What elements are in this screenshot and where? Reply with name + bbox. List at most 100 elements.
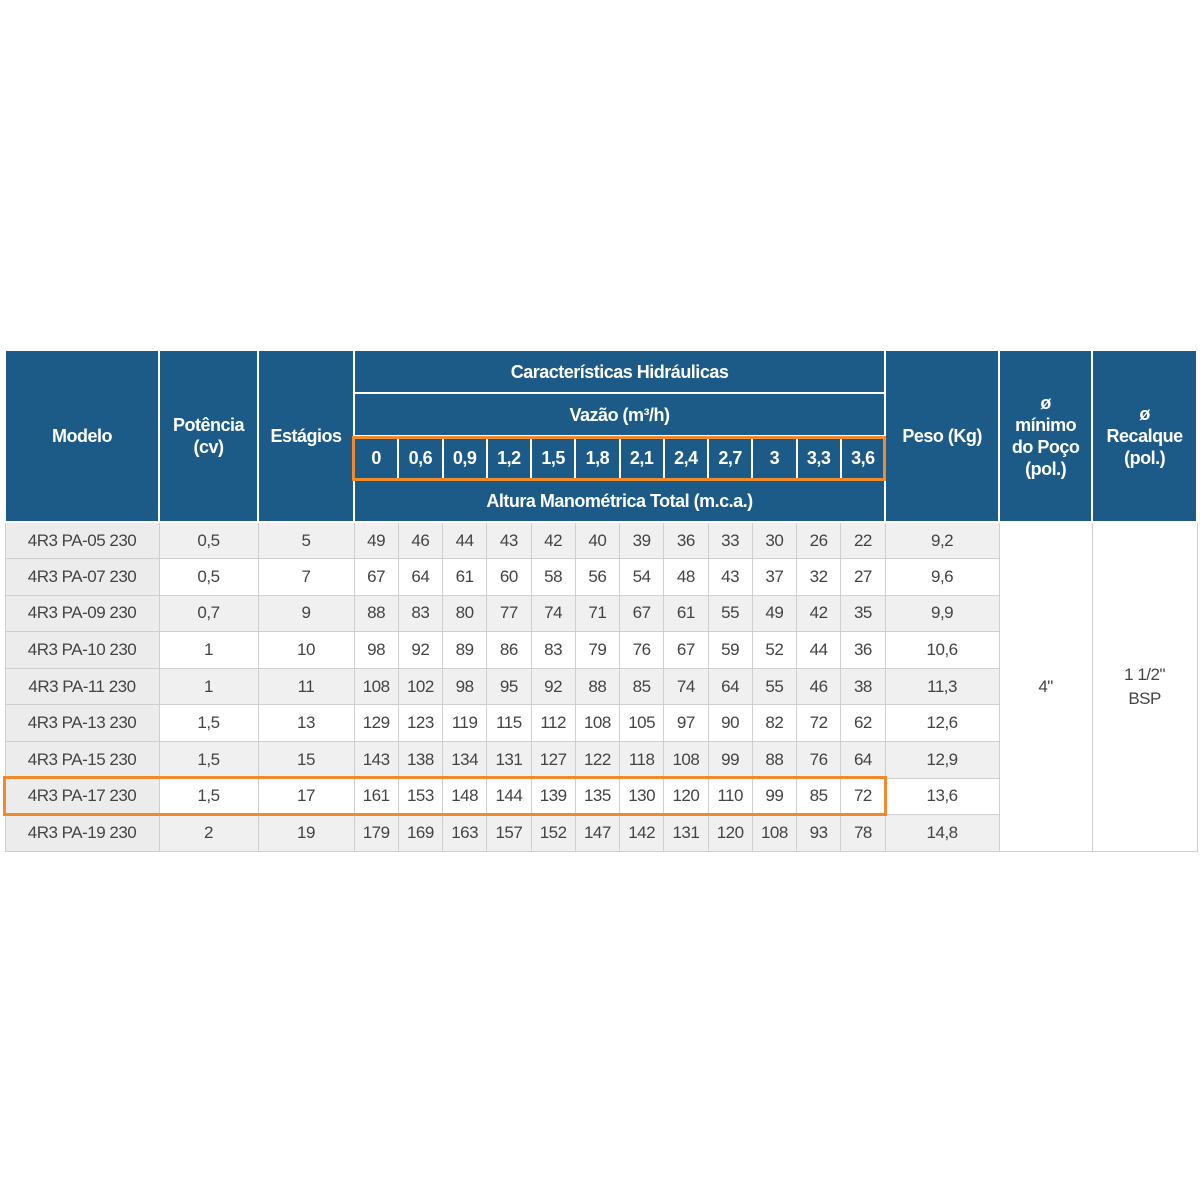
model-cell: 4R3 PA-15 230 bbox=[4, 741, 160, 779]
head-cell: 120 bbox=[663, 777, 709, 816]
head-cell: 157 bbox=[486, 814, 532, 852]
head-cell: 64 bbox=[397, 558, 444, 596]
weight-cell: 12,9 bbox=[884, 741, 1000, 779]
head-cell: 142 bbox=[618, 814, 665, 852]
head-cell: 78 bbox=[840, 814, 886, 852]
head-cell: 92 bbox=[397, 631, 444, 669]
head-cell: 82 bbox=[751, 704, 798, 743]
model-cell: 4R3 PA-10 230 bbox=[4, 631, 160, 669]
head-cell: 44 bbox=[795, 631, 842, 669]
head-cell: 74 bbox=[663, 667, 709, 706]
head-cell: 71 bbox=[574, 594, 621, 633]
head-cell: 130 bbox=[618, 777, 665, 816]
stages-cell: 15 bbox=[257, 741, 355, 779]
header-line: (pol.) bbox=[1025, 459, 1067, 479]
head-cell: 74 bbox=[530, 594, 576, 633]
weight-cell: 9,2 bbox=[884, 521, 1000, 560]
head-cell: 144 bbox=[486, 777, 532, 816]
flow-value: 0 bbox=[352, 435, 400, 480]
stages-cell: 10 bbox=[257, 631, 355, 669]
header-line: (pol.) bbox=[1124, 448, 1166, 468]
head-cell: 80 bbox=[441, 594, 488, 633]
head-cell: 72 bbox=[840, 777, 886, 816]
head-cell: 131 bbox=[486, 741, 532, 779]
power-cell: 0,5 bbox=[158, 558, 259, 596]
flow-value: 2,4 bbox=[662, 435, 710, 480]
head-cell: 98 bbox=[353, 631, 399, 669]
head-cell: 37 bbox=[751, 558, 798, 596]
head-cell: 179 bbox=[353, 814, 399, 852]
header-line: Recalque bbox=[1106, 426, 1184, 446]
outlet-cell: 1 1/2" BSP bbox=[1091, 521, 1198, 852]
head-cell: 22 bbox=[840, 521, 886, 560]
head-cell: 76 bbox=[795, 741, 842, 779]
stages-cell: 19 bbox=[257, 814, 355, 852]
head-cell: 134 bbox=[441, 741, 488, 779]
head-cell: 55 bbox=[707, 594, 753, 633]
power-cell: 1,5 bbox=[158, 777, 259, 816]
head-cell: 99 bbox=[751, 777, 798, 816]
head-cell: 99 bbox=[707, 741, 753, 779]
weight-cell: 12,6 bbox=[884, 704, 1000, 743]
table-header: Modelo Potência (cv) Estágios Característica… bbox=[4, 349, 1199, 523]
spec-table: Modelo Potência (cv) Estágios Característica… bbox=[4, 349, 1199, 852]
data-row: 4R3 PA-11 230 1 11 108 102 98 95 92 88 85 74 64 55 46… bbox=[4, 667, 1197, 706]
weight-cell: 9,9 bbox=[884, 594, 1000, 633]
head-cell: 86 bbox=[486, 631, 532, 669]
head-cell: 131 bbox=[663, 814, 709, 852]
head-cell: 105 bbox=[618, 704, 665, 743]
head-cell: 83 bbox=[397, 594, 444, 633]
head-cell: 112 bbox=[530, 704, 576, 743]
power-cell: 1 bbox=[158, 631, 259, 669]
head-cell: 147 bbox=[574, 814, 621, 852]
head-cell: 118 bbox=[618, 741, 665, 779]
table-body: 4R3 PA-05 230 0,5 5 49 46 44 43 42 40 39 36 33 30 26 2… bbox=[4, 521, 1198, 852]
head-cell: 43 bbox=[486, 521, 532, 560]
header-row: Vazão (m³/h) bbox=[5, 392, 1197, 437]
weight-cell: 11,3 bbox=[884, 667, 1000, 706]
head-cell: 153 bbox=[397, 777, 444, 816]
head-cell: 61 bbox=[663, 594, 709, 633]
head-cell: 49 bbox=[353, 521, 399, 560]
head-cell: 108 bbox=[663, 741, 709, 779]
data-row: 4R3 PA-15 230 1,5 15 143 138 134 131 127 122 118 1… bbox=[4, 741, 1197, 779]
stages-cell: 7 bbox=[257, 558, 355, 596]
head-cell: 40 bbox=[574, 521, 621, 560]
head-cell: 61 bbox=[441, 558, 488, 596]
flow-value: 2,7 bbox=[706, 435, 754, 480]
head-cell: 77 bbox=[486, 594, 532, 633]
head-cell: 52 bbox=[751, 631, 798, 669]
head-cell: 85 bbox=[795, 777, 842, 816]
header-cell: ø mínimo do Poço (pol.) bbox=[998, 349, 1094, 523]
header-row: Altura Manométrica Total (m.c.a.) bbox=[5, 478, 1197, 523]
power-cell: 0,5 bbox=[158, 521, 259, 560]
flow-value: 1,5 bbox=[529, 435, 577, 480]
header-cell: ø Recalque (pol.) bbox=[1091, 349, 1199, 523]
head-cell: 152 bbox=[530, 814, 576, 852]
outlet-line: BSP bbox=[1128, 688, 1161, 708]
data-row: 4R3 PA-13 230 1,5 13 129 123 119 115 112 108 105 9… bbox=[4, 704, 1197, 743]
head-cell: 129 bbox=[353, 704, 399, 743]
head-cell: 43 bbox=[707, 558, 753, 596]
head-cell: 64 bbox=[707, 667, 753, 706]
head-cell: 110 bbox=[707, 777, 753, 816]
data-row: 4R3 PA-17 230 1,5 17 161 153 148 144 139 135 130 1… bbox=[4, 777, 1197, 816]
head-cell: 49 bbox=[751, 594, 798, 633]
header-cell: Características Hidráulicas bbox=[352, 349, 887, 394]
power-cell: 2 bbox=[158, 814, 259, 852]
head-cell: 108 bbox=[574, 704, 621, 743]
head-cell: 36 bbox=[840, 631, 886, 669]
head-cell: 88 bbox=[751, 741, 798, 779]
header-cell: Vazão (m³/h) bbox=[352, 392, 887, 437]
head-cell: 95 bbox=[486, 667, 532, 706]
head-cell: 48 bbox=[663, 558, 709, 596]
head-cell: 97 bbox=[663, 704, 709, 743]
head-cell: 98 bbox=[441, 667, 488, 706]
head-cell: 93 bbox=[795, 814, 842, 852]
head-cell: 67 bbox=[353, 558, 399, 596]
head-cell: 102 bbox=[397, 667, 444, 706]
data-row: 4R3 PA-10 230 1 10 98 92 89 86 83 79 76 67 59 52 44 36… bbox=[4, 631, 1197, 669]
outlet-line: 1 1/2" bbox=[1124, 664, 1165, 684]
head-cell: 64 bbox=[840, 741, 886, 779]
head-cell: 36 bbox=[663, 521, 709, 560]
